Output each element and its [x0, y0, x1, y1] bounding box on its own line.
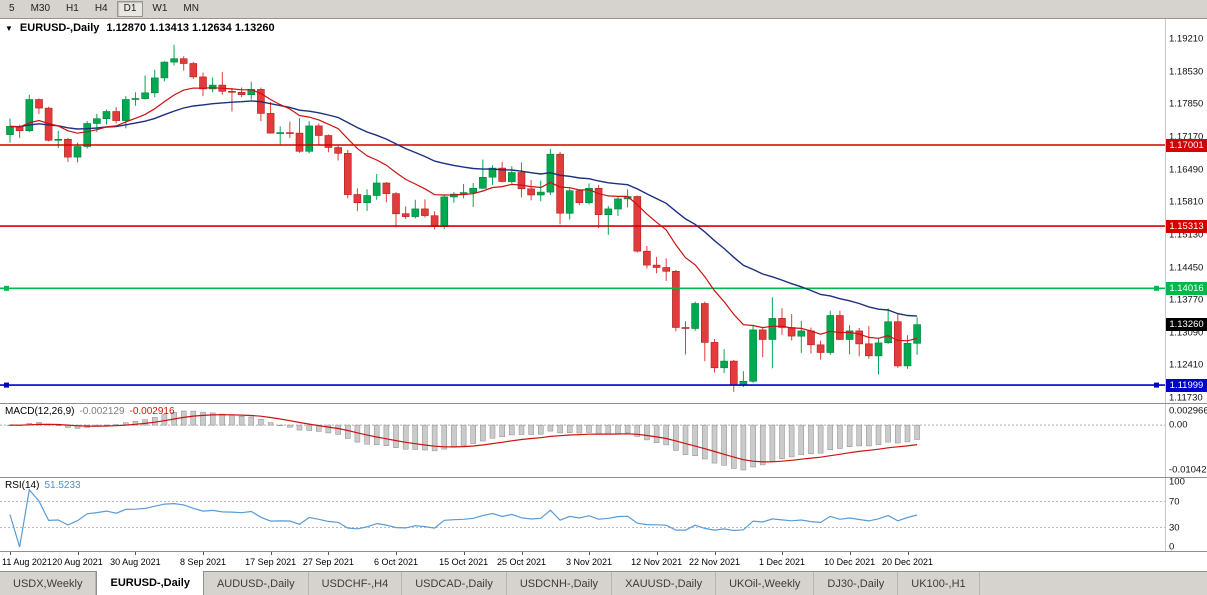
macd-panel: MACD(12,26,9) -0.002129 -0.002916 0.002966… — [0, 403, 1207, 477]
date-axis-label: 1 Dec 2021 — [758, 557, 806, 567]
macd-axis-label: 0.002966 — [1169, 405, 1207, 417]
rsi-axis-label: 0 — [1169, 541, 1175, 552]
tab-ukoil-weekly[interactable]: UKOil-,Weekly — [716, 572, 815, 595]
date-tick — [270, 552, 272, 555]
timeframe-button-m30[interactable]: M30 — [30, 3, 51, 14]
price-tag-support-2[interactable]: 1.11999 — [1166, 378, 1207, 392]
rsi-axis-label: 70 — [1169, 496, 1180, 507]
timeframe-button-d1[interactable]: D1 — [116, 1, 144, 17]
date-tick — [463, 552, 465, 555]
macd-axis-label: 0.00 — [1169, 419, 1188, 431]
date-axis-label: 20 Aug 2021 — [52, 557, 103, 567]
price-tag-current-price: 1.13260 — [1166, 318, 1207, 332]
date-axis-label: 8 Sep 2021 — [179, 557, 227, 567]
date-tick — [203, 552, 204, 555]
date-tick — [656, 552, 658, 555]
price-tag-resistance-2[interactable]: 1.15313 — [1166, 219, 1207, 233]
date-tick — [521, 552, 523, 555]
price-axis-label: 1.19210 — [1169, 33, 1204, 45]
price-axis-label: 1.15810 — [1169, 196, 1204, 208]
date-tick — [10, 552, 11, 555]
chart-dropdown-icon: ▼ — [5, 23, 13, 33]
tab-xauusd-daily[interactable]: XAUUSD-,Daily — [612, 572, 717, 595]
timeframe-button-h4[interactable]: H4 — [94, 3, 108, 14]
rsi-axis-label: 30 — [1169, 522, 1180, 533]
chart-tabs: USDX,Weekly EURUSD-,Daily AUDUSD-,Daily USD… — [0, 571, 1207, 595]
price-tag-support-1[interactable]: 1.14016 — [1166, 281, 1207, 295]
price-chart-panel: ▼ EURUSD-,Daily 1.12870 1.13413 1.12634 … — [0, 19, 1207, 403]
price-chart-canvas[interactable] — [0, 19, 1166, 403]
date-tick — [849, 552, 851, 555]
date-axis[interactable]: 11 Aug 2021 20 Aug 2021 30 Aug 2021 8 Sep 2… — [0, 551, 1207, 571]
price-axis[interactable]: 1.19210 1.18530 1.17850 1.17170 1.16490 1.158… — [1165, 19, 1207, 403]
price-axis-label: 1.13090 — [1169, 327, 1204, 339]
chart-symbol-label: EURUSD-,Daily — [19, 22, 100, 34]
date-axis-label: 30 Aug 2021 — [110, 557, 161, 567]
date-axis-label: 25 Oct 2021 — [496, 557, 547, 567]
date-axis-label: 15 Oct 2021 — [439, 557, 489, 567]
timeframe-toolbar: 5 M30 H1 H4 D1 W1 MN — [0, 0, 1207, 19]
tab-audusd-daily[interactable]: AUDUSD-,Daily — [204, 572, 309, 595]
rsi-panel: RSI(14) 51.5233 100 70 30 0 — [0, 477, 1207, 551]
price-tag-resistance-1[interactable]: 1.17001 — [1166, 138, 1207, 152]
price-axis-label: 1.18530 — [1169, 66, 1204, 78]
date-tick — [907, 552, 909, 555]
date-tick — [589, 552, 590, 555]
macd-label: MACD(12,26,9) -0.002129 -0.002916 — [5, 406, 175, 417]
tab-usdx-weekly[interactable]: USDX,Weekly — [0, 572, 97, 595]
price-axis-label: 1.17850 — [1169, 98, 1204, 110]
price-axis-label: 1.14450 — [1169, 262, 1204, 273]
timeframe-button-mn[interactable]: MN — [183, 3, 199, 14]
tab-usdcnh-daily[interactable]: USDCNH-,Daily — [507, 572, 613, 595]
macd-axis[interactable]: 0.002966 0.00 -0.010421 — [1165, 404, 1207, 477]
price-axis-label: 1.12410 — [1169, 359, 1204, 371]
chart-ohlc-values: 1.12870 1.13413 1.12634 1.13260 — [106, 22, 275, 34]
date-tick — [396, 552, 397, 555]
price-axis-label: 1.17170 — [1169, 131, 1204, 143]
timeframe-button-5[interactable]: 5 — [9, 3, 15, 14]
price-axis-label: 1.16490 — [1169, 164, 1204, 176]
date-axis-label: 6 Oct 2021 — [373, 557, 419, 567]
date-axis-label: 10 Dec 2021 — [824, 557, 876, 567]
timeframe-button-h1[interactable]: H1 — [66, 3, 79, 14]
rsi-canvas[interactable] — [0, 478, 1166, 551]
rsi-axis-label: 100 — [1169, 477, 1185, 488]
date-axis-label: 12 Nov 2021 — [631, 557, 683, 567]
date-tick — [77, 552, 79, 555]
timeframe-button-w1[interactable]: W1 — [152, 3, 168, 14]
rsi-label: RSI(14) 51.5233 — [5, 480, 81, 491]
chart-title: ▼ EURUSD-,Daily 1.12870 1.13413 1.12634 … — [5, 22, 275, 34]
date-axis-label: 11 Aug 2021 — [2, 557, 52, 567]
tab-uk100-h1[interactable]: UK100-,H1 — [898, 572, 980, 595]
date-axis-label: 20 Dec 2021 — [881, 557, 934, 567]
date-tick — [782, 552, 783, 555]
date-axis-label: 17 Sep 2021 — [245, 557, 297, 567]
macd-axis-label: -0.010421 — [1169, 464, 1207, 476]
tab-usdchf-h4[interactable]: USDCHF-,H4 — [309, 572, 403, 595]
date-axis-label: 3 Nov 2021 — [565, 557, 613, 567]
price-axis-label: 1.11730 — [1169, 392, 1203, 403]
date-tick — [714, 552, 716, 555]
tab-usdcad-daily[interactable]: USDCAD-,Daily — [402, 572, 507, 595]
price-axis-label: 1.13770 — [1169, 294, 1204, 306]
tab-eurusd-daily[interactable]: EURUSD-,Daily — [96, 571, 204, 595]
rsi-axis[interactable]: 100 70 30 0 — [1165, 478, 1207, 551]
price-axis-label: 1.15130 — [1169, 229, 1204, 241]
date-tick — [135, 552, 137, 555]
tab-dj30-daily[interactable]: DJ30-,Daily — [814, 572, 899, 595]
date-tick — [328, 552, 330, 555]
macd-canvas[interactable] — [0, 404, 1166, 477]
date-axis-label: 27 Sep 2021 — [302, 557, 354, 567]
date-axis-label: 22 Nov 2021 — [688, 557, 741, 567]
